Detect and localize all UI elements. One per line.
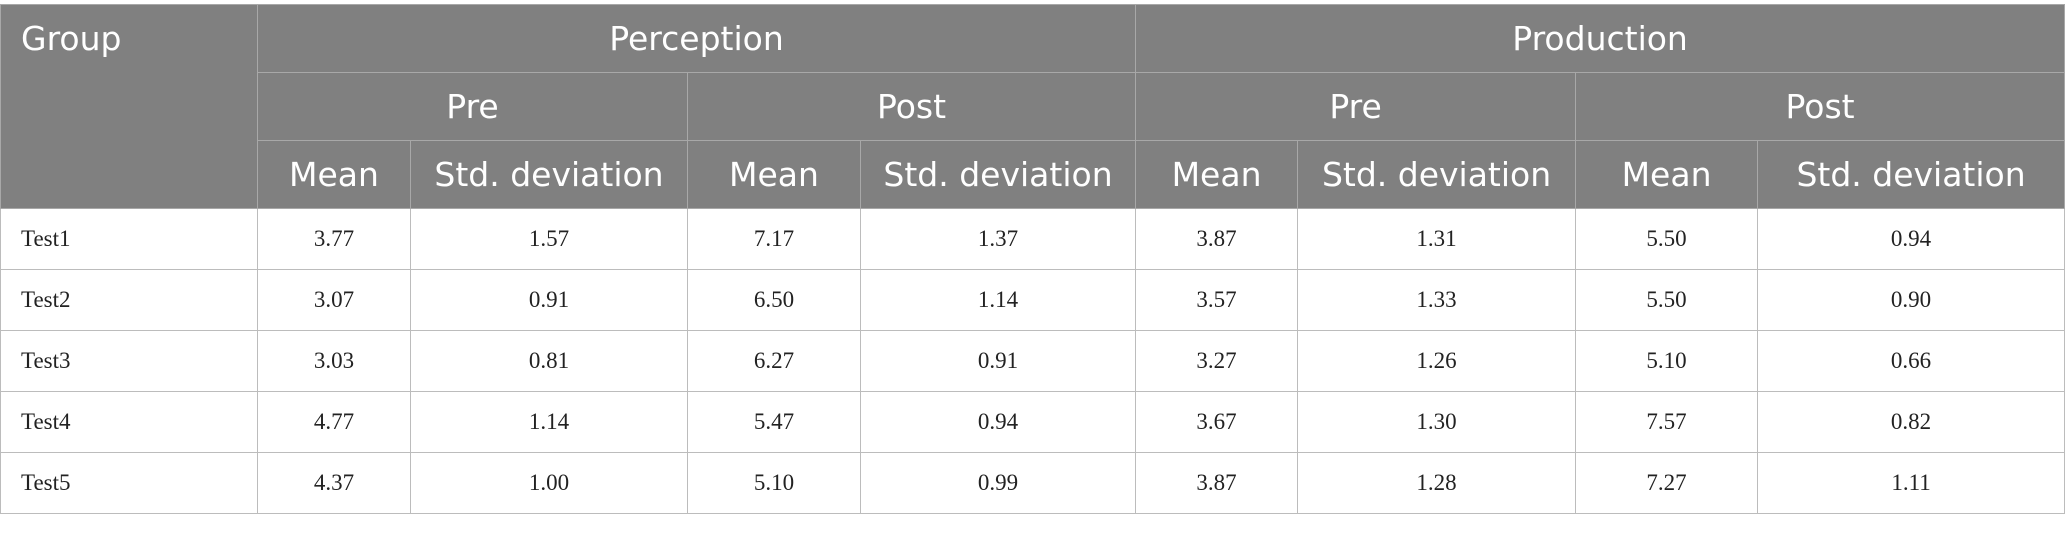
- header-cell: Pre: [1135, 72, 1577, 141]
- table-cell: 5.47: [687, 391, 861, 453]
- table-cell: 0.94: [1757, 208, 2065, 270]
- table-cell: Test5: [0, 452, 258, 514]
- table-cell: 4.77: [257, 391, 411, 453]
- table-cell: 0.82: [1757, 391, 2065, 453]
- table-cell: 7.27: [1575, 452, 1759, 514]
- table-cell: 5.10: [1575, 330, 1759, 392]
- header-cell: Perception: [256, 4, 1137, 73]
- header-cell: Pre: [257, 72, 688, 141]
- table-row: Test2 3.07 0.91 6.50 1.14 3.57 1.33 5.50 0.90: [0, 269, 2065, 331]
- table-cell: 1.14: [410, 391, 688, 453]
- page: Group Perception Production Pre Post Pre Post M…: [0, 4, 2065, 535]
- table-cell: 1.30: [1297, 391, 1577, 453]
- table-cell: 1.28: [1297, 452, 1577, 514]
- table-cell: 1.31: [1297, 208, 1577, 270]
- table-cell: 5.10: [687, 452, 861, 514]
- table-cell: Test4: [0, 391, 258, 453]
- table-cell: 4.37: [257, 452, 411, 514]
- table-row: Test5 4.37 1.00 5.10 0.99 3.87 1.28 7.27 1.11: [0, 452, 2065, 514]
- table-cell: 7.17: [687, 208, 861, 270]
- table-cell: 1.11: [1757, 452, 2065, 514]
- header-cell: Post: [686, 72, 1137, 141]
- header-cell: Mean: [257, 140, 411, 209]
- table-cell: 3.87: [1135, 208, 1299, 270]
- header-cell: Mean: [1135, 140, 1299, 209]
- table-cell: 0.91: [410, 269, 688, 331]
- header-cell: Production: [1135, 4, 2065, 73]
- header-row: Pre Post Pre Post: [1, 72, 2065, 141]
- table-cell: 0.66: [1757, 330, 2065, 392]
- table-cell: 7.57: [1575, 391, 1759, 453]
- table-cell: 1.00: [410, 452, 688, 514]
- table-cell: 1.37: [859, 208, 1137, 270]
- table-cell: Test1: [0, 208, 258, 270]
- header-row: Group Perception Production: [0, 4, 2065, 209]
- table-cell: Test2: [0, 269, 258, 331]
- header-cell: Std. deviation: [1757, 140, 2065, 209]
- header-cell: Std. deviation: [1297, 140, 1577, 209]
- header-cell: Mean: [687, 140, 861, 209]
- data-table: Group Perception Production Pre Post Pre Post M…: [0, 4, 2065, 514]
- table-cell: 5.50: [1575, 208, 1759, 270]
- header-cell: Std. deviation: [859, 140, 1137, 209]
- table-cell: 0.94: [859, 391, 1137, 453]
- table-cell: Test3: [0, 330, 258, 392]
- table-row: Test1 3.77 1.57 7.17 1.37 3.87 1.31 5.50 0.94: [0, 208, 2065, 270]
- table-cell: 3.27: [1135, 330, 1299, 392]
- table-header: Group Perception Production Pre Post Pre Post M…: [0, 4, 2065, 209]
- header-cell: Group: [0, 4, 258, 209]
- table-row: Test3 3.03 0.81 6.27 0.91 3.27 1.26 5.10 0.66: [0, 330, 2065, 392]
- table-cell: 1.33: [1297, 269, 1577, 331]
- table-cell: 0.99: [859, 452, 1137, 514]
- table-cell: 3.77: [257, 208, 411, 270]
- table-cell: 1.14: [859, 269, 1137, 331]
- table-cell: 3.07: [257, 269, 411, 331]
- table-row: Test4 4.77 1.14 5.47 0.94 3.67 1.30 7.57 0.82: [0, 391, 2065, 453]
- header-row: Mean Std. deviation Mean Std. deviation Mean…: [1, 140, 2065, 209]
- table-cell: 0.91: [859, 330, 1137, 392]
- table-cell: 3.87: [1135, 452, 1299, 514]
- table-cell: 6.27: [687, 330, 861, 392]
- header-cell: Post: [1575, 72, 2065, 141]
- table-cell: 6.50: [687, 269, 861, 331]
- table-cell: 0.81: [410, 330, 688, 392]
- header-cell: Std. deviation: [410, 140, 688, 209]
- table-cell: 1.26: [1297, 330, 1577, 392]
- table-body: Test1 3.77 1.57 7.17 1.37 3.87 1.31 5.50 0.94 Tes…: [0, 208, 2065, 514]
- table-cell: 3.67: [1135, 391, 1299, 453]
- header-cell: Mean: [1575, 140, 1759, 209]
- table-cell: 3.57: [1135, 269, 1299, 331]
- table-cell: 1.57: [410, 208, 688, 270]
- table-cell: 0.90: [1757, 269, 2065, 331]
- table-cell: 5.50: [1575, 269, 1759, 331]
- table-cell: 3.03: [257, 330, 411, 392]
